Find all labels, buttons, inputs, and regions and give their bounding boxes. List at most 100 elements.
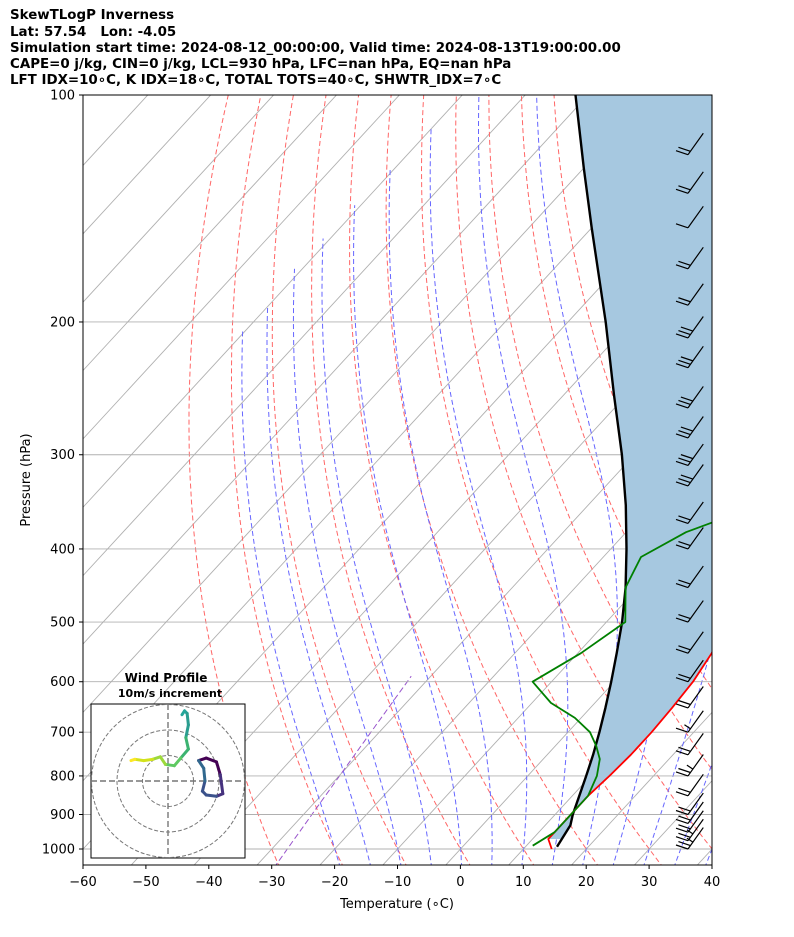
wind-barb <box>675 792 704 816</box>
hodograph-subtitle: 10m/s increment <box>118 687 222 700</box>
wind-barb <box>675 132 704 156</box>
wind-barb-feather <box>678 832 691 838</box>
wind-barb-staff <box>687 316 704 339</box>
y-tick-label: 500 <box>50 616 75 631</box>
isotherm-line <box>757 78 794 868</box>
wind-barb <box>675 818 704 842</box>
dry-adiabat-line <box>385 95 599 865</box>
x-tick-label: 0 <box>456 875 464 890</box>
wind-barb-feather <box>675 403 689 409</box>
wind-barb-staff <box>687 443 704 466</box>
wind-barb-staff <box>687 132 704 156</box>
dry-adiabat-line <box>714 78 794 868</box>
wind-barb-feather <box>675 771 689 777</box>
wind-barb-feather <box>675 827 689 833</box>
moist-adiabat-line <box>266 305 371 865</box>
wind-barb-feather <box>675 648 689 654</box>
x-tick-label: −20 <box>321 875 348 890</box>
wind-barb <box>675 283 704 306</box>
hodograph-trace <box>184 736 190 751</box>
wind-barb-staff <box>687 246 704 270</box>
wind-barb-feather <box>675 150 689 156</box>
wind-barb-staff <box>687 754 704 777</box>
wind-barb-feather <box>675 809 689 816</box>
hodograph-trace <box>142 757 155 763</box>
wind-barb-feather <box>684 724 691 730</box>
wind-barb-feather <box>678 746 691 752</box>
profile-lines <box>531 95 712 850</box>
moist-adiabat-line <box>321 238 432 865</box>
wind-barb-staff <box>687 659 704 683</box>
wind-barb-feather <box>678 787 691 793</box>
hodograph-loop <box>218 773 225 796</box>
isotherm-line <box>83 95 338 372</box>
isotherm-line <box>256 369 712 865</box>
mixing-ratio-line <box>275 675 412 865</box>
moist-adiabat-line <box>429 126 528 865</box>
y-axis-label: Pressure (hPa) <box>19 433 34 526</box>
wind-barb-staff <box>687 464 704 487</box>
wind-barb-feather <box>678 699 691 706</box>
wind-barb-feather <box>675 544 689 550</box>
hodograph-trace <box>179 747 190 760</box>
x-axis-ticks: −60 −50 −40 −30 −20 −10 0 10 20 30 40 <box>69 865 720 890</box>
moist-adiabat-line <box>388 168 493 865</box>
moist-adiabat-line <box>478 95 569 865</box>
wind-barb-staff <box>687 386 704 409</box>
hodograph-trace <box>185 711 190 727</box>
wind-barb-staff <box>687 345 704 369</box>
wind-barb <box>675 386 704 409</box>
hodograph-trace <box>158 755 167 766</box>
y-tick-label: 200 <box>50 315 75 330</box>
wind-barb-staff <box>687 171 704 194</box>
wind-barb-feather <box>678 515 691 521</box>
hodograph-loop <box>200 779 207 793</box>
y-tick-label: 800 <box>50 769 75 784</box>
wind-barb-staff <box>687 801 704 824</box>
dry-adiabat-line <box>520 95 712 690</box>
dry-adiabat-line <box>271 95 407 865</box>
cape-shading <box>548 95 712 839</box>
hodograph-trace <box>163 762 176 768</box>
wind-barb <box>675 205 704 229</box>
wind-barb-staff <box>687 416 704 439</box>
wind-barb-feather <box>675 836 689 842</box>
wind-barb-staff <box>687 501 704 524</box>
wind-barb <box>675 810 704 833</box>
y-tick-label: 100 <box>50 89 75 104</box>
isotherm-line <box>319 438 712 865</box>
temperature-line <box>547 650 712 850</box>
wind-barb-feather <box>675 433 689 439</box>
wind-barb-feather <box>680 356 694 362</box>
isotherm-line <box>83 95 400 440</box>
wind-barb-staff <box>687 810 704 833</box>
isotherm-line <box>445 574 712 865</box>
hodograph-loop <box>204 756 218 764</box>
wind-barb-feather <box>678 399 691 406</box>
y-tick-label: 400 <box>50 542 75 557</box>
x-tick-label: −50 <box>132 875 159 890</box>
hodograph-trace <box>129 757 137 763</box>
isotherm-line <box>83 95 589 645</box>
wind-barb <box>675 565 704 589</box>
hodograph-trace <box>133 757 146 763</box>
cape-area <box>548 95 712 839</box>
wind-barb <box>675 710 704 733</box>
dry-adiabat-line <box>231 95 343 865</box>
x-tick-label: 10 <box>515 875 532 890</box>
wind-barb-feather <box>678 579 691 585</box>
wind-barb <box>675 754 704 777</box>
moist-adiabat-line <box>705 847 712 865</box>
title-line-4: CAPE=0 j/kg, CIN=0 j/kg, LCL=930 hPa, LF… <box>10 57 512 72</box>
wind-barb-feather <box>686 837 694 843</box>
wind-barb-staff <box>687 710 704 733</box>
wind-barb-feather <box>675 264 689 270</box>
wind-barb-feather <box>680 396 694 402</box>
hodograph-inset: Wind Profile 10m/s increment <box>90 671 246 859</box>
wind-barb <box>675 443 704 467</box>
wind-barb <box>675 686 704 709</box>
wind-barb-feather <box>678 457 691 463</box>
isotherm-line <box>83 95 526 577</box>
isotherm-line <box>83 95 212 235</box>
